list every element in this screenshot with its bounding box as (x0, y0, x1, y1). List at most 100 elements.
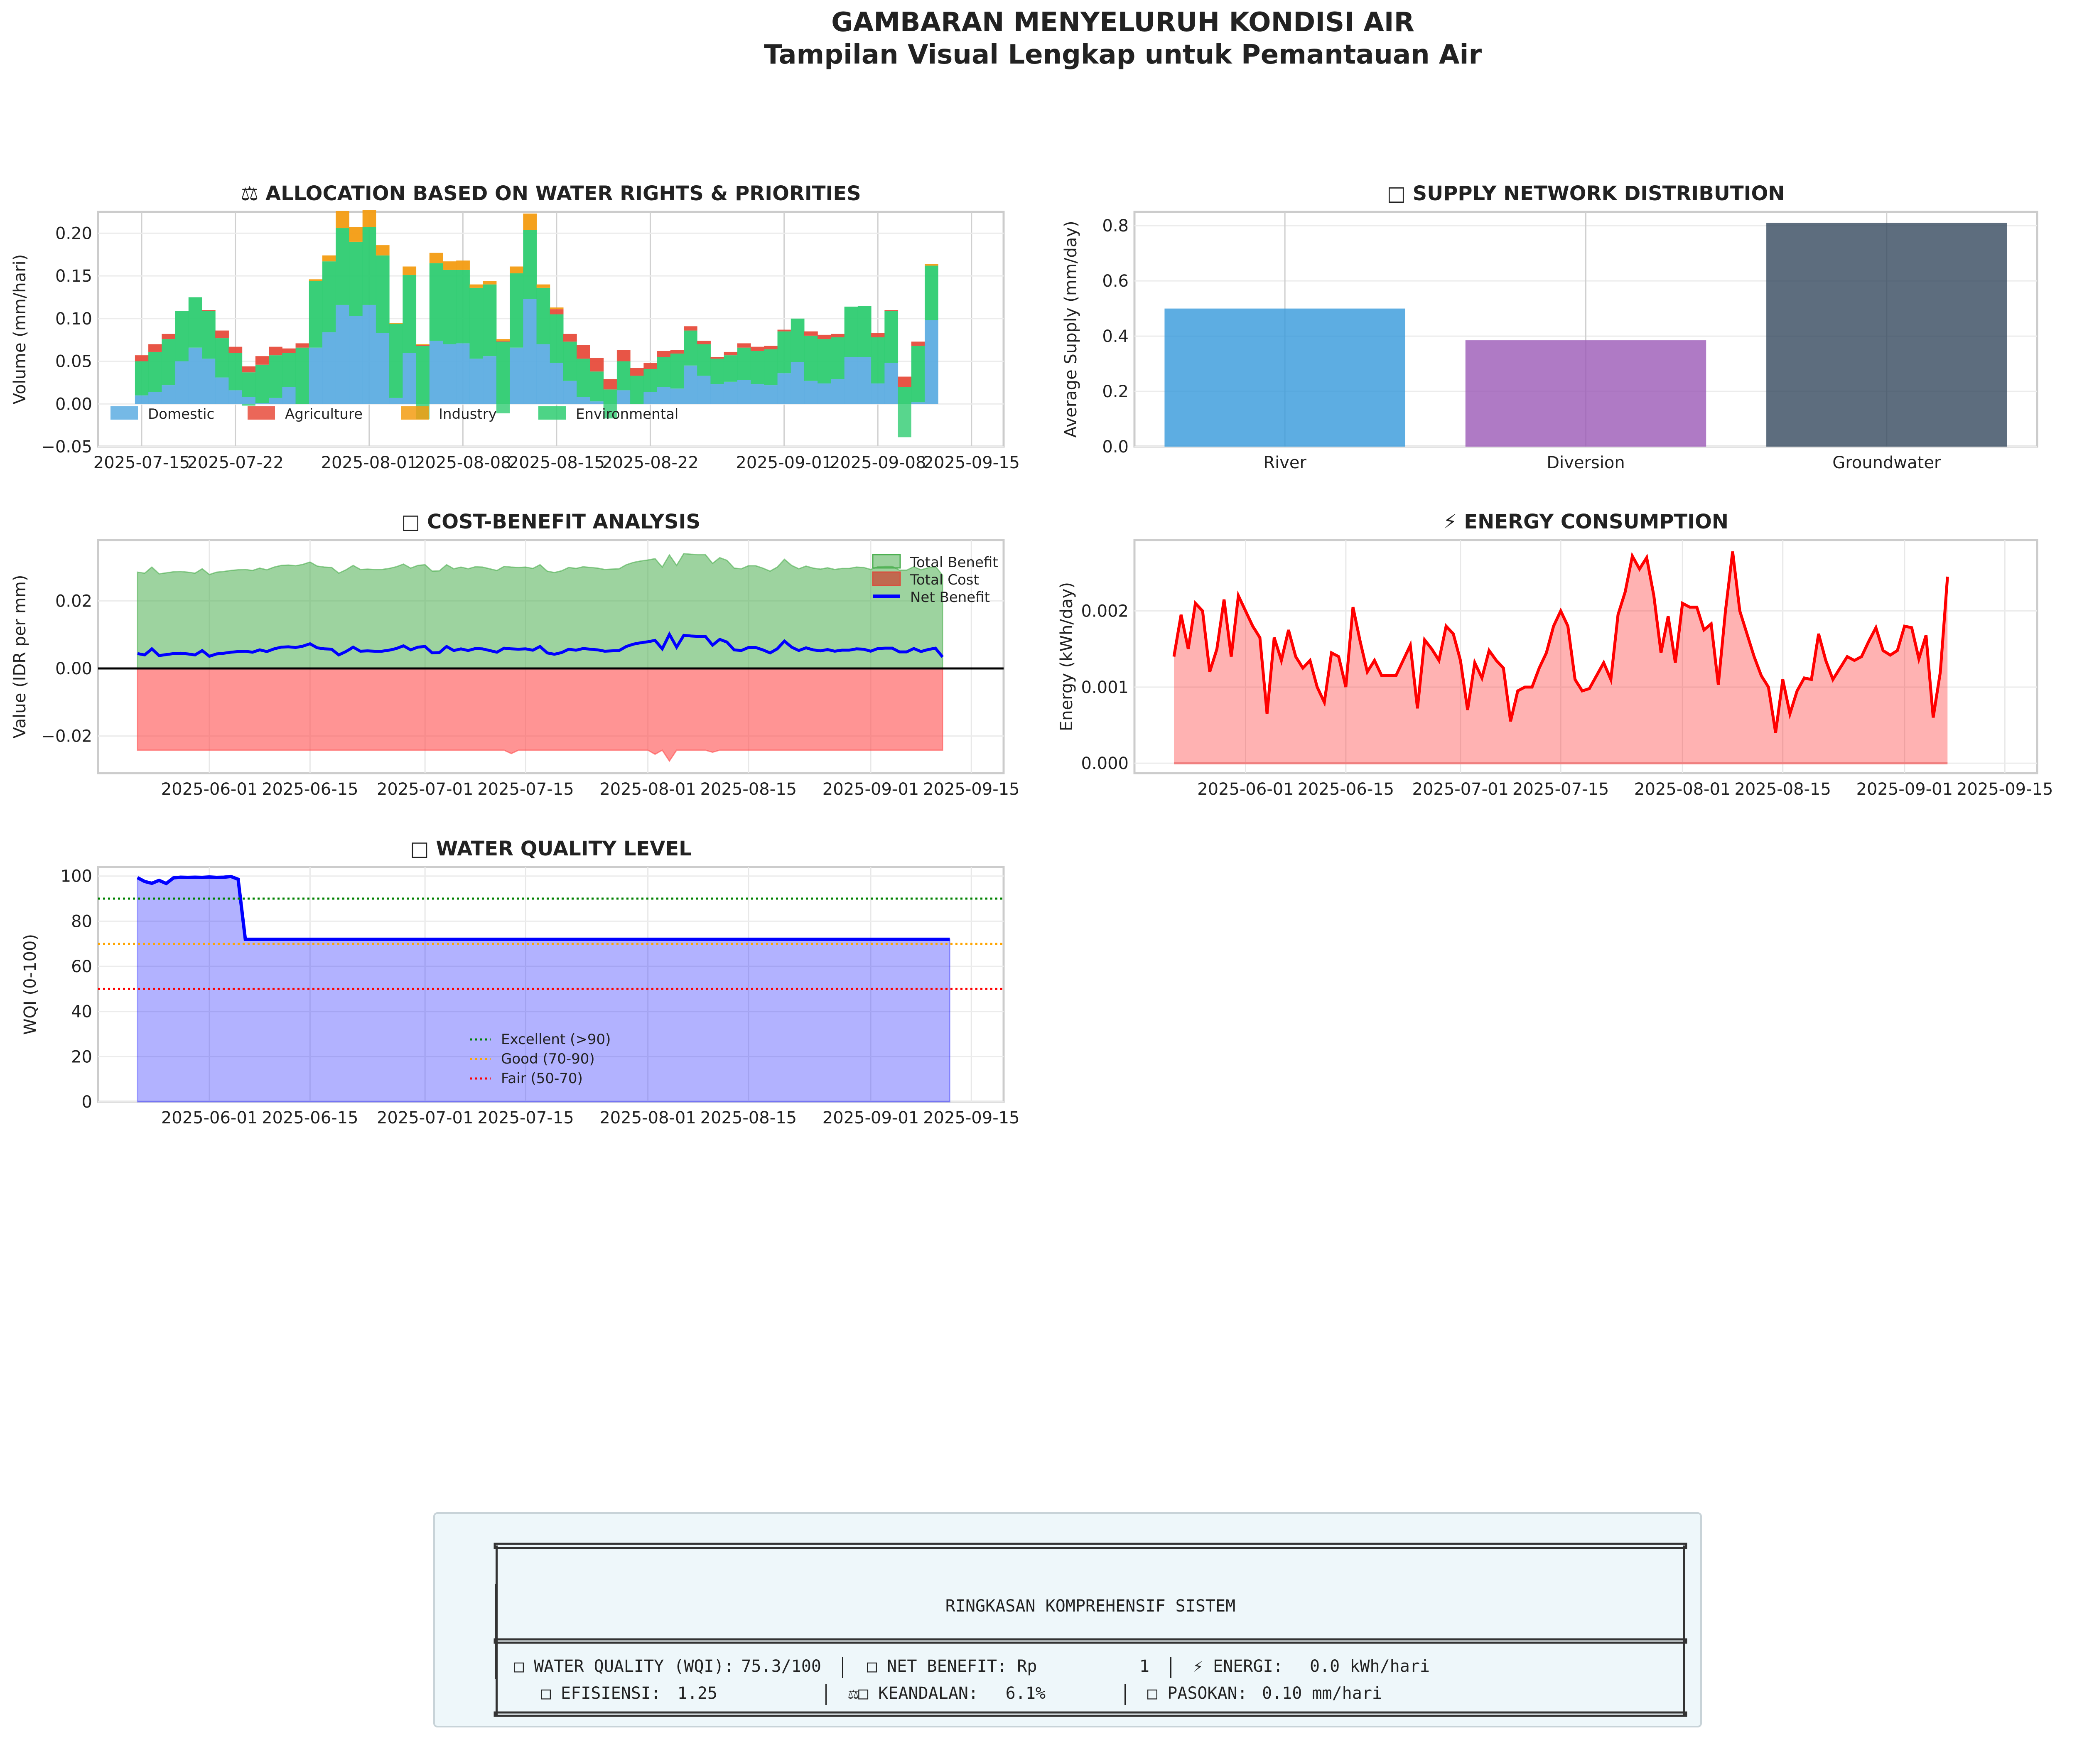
x-tick-label: 2025-07-15 (93, 453, 190, 472)
x-tick-label: 2025-07-22 (187, 453, 283, 472)
bar-segment-agriculture (764, 346, 778, 349)
bar-segment-domestic (349, 316, 363, 404)
chart-title: ⚡ ENERGY CONSUMPTION (1443, 510, 1728, 533)
bar-segment-environmental (469, 287, 484, 359)
summary-supply-value: 0.10 mm/hari (1262, 1684, 1382, 1703)
x-tick-label: River (1263, 453, 1306, 472)
bar-segment-domestic (657, 387, 671, 404)
bar-segment-agriculture (255, 356, 269, 365)
summary-wqi-label: □ WATER QUALITY (WQI): (514, 1657, 734, 1676)
x-tick-label: 2025-08-15 (1734, 780, 1831, 799)
area-energy (1174, 551, 1948, 764)
legend-label: Environmental (576, 406, 678, 423)
bar-segment-industry (469, 284, 484, 288)
bar-segment-environmental (818, 339, 831, 383)
bar-segment-environmental (898, 387, 912, 404)
bar-segment-environmental (550, 314, 564, 363)
y-tick-label: 20 (71, 1047, 92, 1066)
bar-segment-agriculture (684, 326, 697, 331)
bar-segment-environmental (215, 338, 229, 378)
bar-segment-agriculture (737, 343, 751, 348)
bar-segment-environmental (242, 372, 256, 397)
bar-segment-environmental-negative (496, 404, 510, 413)
bar-segment-environmental (697, 344, 711, 376)
bar-segment-environmental (643, 369, 658, 392)
bar-segment-industry (429, 253, 443, 263)
bar-segment-domestic (684, 365, 697, 404)
bar-segment-domestic (590, 401, 604, 404)
bar-segment-environmental (563, 341, 577, 381)
legend-swatch (110, 406, 138, 420)
y-tick-label: 100 (61, 867, 92, 886)
bar-groundwater (1766, 223, 2007, 447)
bar-segment-environmental (844, 307, 858, 357)
bar-segment-industry (456, 260, 470, 270)
y-tick-label: 0.00 (55, 395, 92, 414)
bar-segment-environmental (322, 261, 336, 332)
bar-segment-environmental-negative (603, 404, 617, 419)
bar-segment-environmental (295, 347, 309, 404)
bar-segment-agriculture (242, 366, 256, 373)
bar-segment-domestic (162, 385, 176, 404)
bar-segment-domestic (148, 392, 162, 404)
bar-segment-environmental (336, 228, 349, 305)
bar-segment-agriculture (228, 346, 243, 353)
bar-segment-domestic (804, 381, 818, 404)
y-tick-label: 0.2 (1102, 382, 1129, 401)
bar-segment-environmental (429, 263, 443, 341)
summary-supply-label: □ PASOKAN: (1147, 1684, 1247, 1703)
bar-segment-domestic (643, 392, 658, 404)
bar-segment-domestic (269, 398, 282, 404)
bar-segment-industry (925, 264, 938, 266)
x-tick-label: 2025-07-01 (1412, 780, 1509, 799)
bar-segment-domestic (523, 299, 537, 404)
bar-segment-agriculture (710, 357, 724, 359)
bar-segment-domestic (202, 359, 216, 404)
bar-segment-environmental (791, 318, 805, 362)
bar-segment-environmental (857, 306, 872, 357)
bar-segment-environmental (871, 337, 885, 383)
summary-reliability-value: 6.1% (1006, 1684, 1046, 1703)
y-tick-label: 0.001 (1081, 678, 1129, 697)
bar-segment-domestic (777, 373, 791, 404)
bar-segment-domestic (844, 357, 858, 404)
bar-segment-domestic (456, 343, 470, 404)
bar-segment-agriculture (416, 345, 430, 346)
bar-segment-agriculture (831, 334, 845, 338)
bar-segment-agriculture (563, 334, 577, 342)
bar-segment-agriculture (630, 368, 644, 376)
summary-wqi-value: 75.3/100 (741, 1657, 821, 1676)
bar-segment-domestic (550, 363, 564, 404)
bar-segment-domestic (857, 357, 872, 404)
legend-label: Total Cost (910, 572, 979, 588)
bar-segment-domestic (228, 390, 243, 404)
y-tick-label: 40 (71, 1002, 92, 1022)
x-tick-label: 2025-07-15 (477, 780, 574, 799)
bar-segment-environmental (884, 311, 899, 363)
bar-segment-domestic (791, 362, 805, 404)
bar-segment-domestic (282, 387, 296, 404)
bar-segment-environmental (416, 346, 430, 404)
bar-segment-environmental (483, 284, 497, 356)
bar-segment-environmental (764, 349, 778, 386)
bar-segment-domestic (911, 402, 925, 404)
y-tick-label: 0.10 (55, 310, 92, 329)
y-tick-label: 60 (71, 957, 92, 976)
x-tick-label: 2025-08-01 (599, 1108, 696, 1128)
y-tick-label: 0.0 (1102, 437, 1129, 457)
bar-segment-domestic (764, 385, 778, 404)
bar-segment-domestic (925, 320, 938, 404)
bar-segment-domestic (563, 381, 577, 404)
bar-segment-domestic (884, 363, 899, 404)
plot-area (1133, 539, 2038, 774)
chart-title: □ SUPPLY NETWORK DISTRIBUTION (1387, 182, 1785, 205)
bar-segment-domestic (724, 381, 738, 404)
summary-separator (825, 1684, 827, 1705)
bar-segment-environmental (777, 331, 791, 373)
legend-swatch (401, 406, 429, 420)
y-axis-label: WQI (0-100) (21, 934, 40, 1035)
x-tick-label: 2025-08-15 (508, 453, 605, 472)
bar-segment-agriculture (215, 330, 229, 339)
bar-segment-environmental (376, 255, 390, 333)
bar-segment-environmental-negative (898, 404, 911, 437)
